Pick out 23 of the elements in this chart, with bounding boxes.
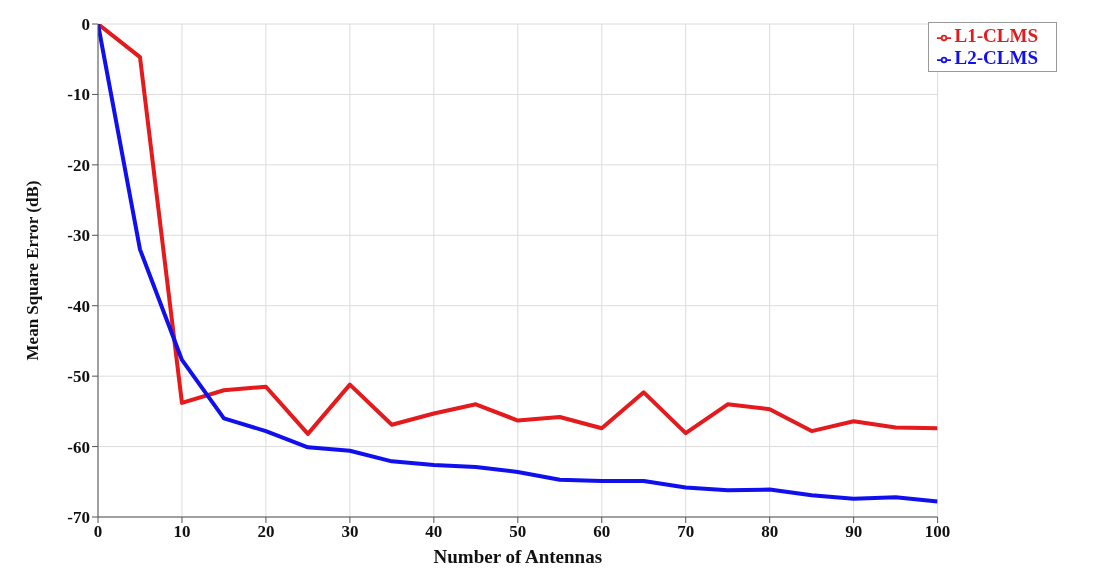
y-tick-label: -10	[67, 85, 90, 105]
legend-label: L2-CLMS	[954, 47, 1038, 68]
x-tick-label: 60	[593, 522, 611, 542]
x-axis-title: Number of Antennas	[433, 546, 603, 567]
x-tick-label: 40	[425, 522, 443, 542]
x-tick-label: 80	[761, 522, 779, 542]
y-tick-label: -20	[67, 155, 90, 175]
y-tick-label: 0	[81, 15, 90, 35]
y-tick-label: -50	[67, 367, 90, 387]
x-tick-label: 90	[845, 522, 863, 542]
x-tick-label: 0	[93, 522, 103, 542]
legend-label: L1-CLMS	[954, 25, 1038, 46]
y-tick-label: -40	[67, 296, 90, 316]
y-tick-label: -30	[67, 226, 90, 246]
x-tick-label: 10	[173, 522, 191, 542]
y-axis-title: Mean Square Error (dB)	[23, 180, 43, 361]
x-tick-label: 30	[341, 522, 359, 542]
x-tick-label: 50	[509, 522, 527, 542]
x-tick-label: 70	[677, 522, 695, 542]
x-tick-label: 20	[257, 522, 275, 542]
y-tick-label: -60	[67, 437, 90, 457]
x-tick-label: 100	[924, 522, 951, 542]
y-tick-label: -70	[67, 508, 90, 528]
